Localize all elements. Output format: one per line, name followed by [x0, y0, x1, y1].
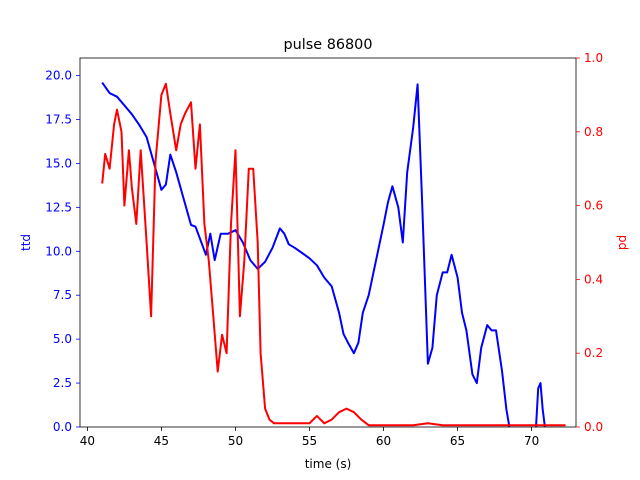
left-y-axis-label: ttd [19, 234, 33, 251]
x-tick-label: 50 [228, 434, 243, 448]
right-y-axis-label: pd [615, 235, 629, 250]
left-y-tick-label: 12.5 [45, 200, 72, 214]
chart-title: pulse 86800 [284, 37, 373, 53]
left-y-tick-label: 5.0 [53, 332, 72, 346]
left-y-tick-label: 10.0 [45, 244, 72, 258]
left-y-tick-label: 7.5 [53, 288, 72, 302]
right-y-tick-label: 0.6 [584, 199, 603, 213]
x-tick-label: 40 [80, 434, 95, 448]
left-y-tick-label: 15.0 [45, 156, 72, 170]
series-line-right-2 [101, 82, 566, 427]
x-tick-label: 70 [524, 434, 539, 448]
left-y-tick-label: 20.0 [45, 69, 72, 83]
right-y-tick-label: 0.0 [584, 420, 603, 434]
left-y-tick-label: 0.0 [53, 420, 72, 434]
plot-frame [79, 57, 577, 428]
right-y-tick-label: 0.2 [584, 346, 603, 360]
series-line-left-1 [535, 382, 546, 428]
right-y-tick-label: 0.4 [584, 272, 603, 286]
x-tick-label: 65 [450, 434, 465, 448]
left-y-tick-label: 2.5 [53, 376, 72, 390]
right-y-tick-label: 0.8 [584, 125, 603, 139]
left-y-tick-label: 17.5 [45, 113, 72, 127]
x-tick-label: 55 [302, 434, 317, 448]
right-y-tick-label: 1.0 [584, 51, 603, 65]
series-line-left-0 [101, 82, 511, 428]
x-tick-label: 60 [376, 434, 391, 448]
axes-layer: 40 45 50 55 60 65 70 0.0 2.5 5.0 7.5 10.0 12.5 15.0 17… [45, 51, 603, 448]
x-tick-label: 45 [154, 434, 169, 448]
series-layer [101, 82, 566, 428]
x-axis-label: time (s) [305, 457, 352, 471]
